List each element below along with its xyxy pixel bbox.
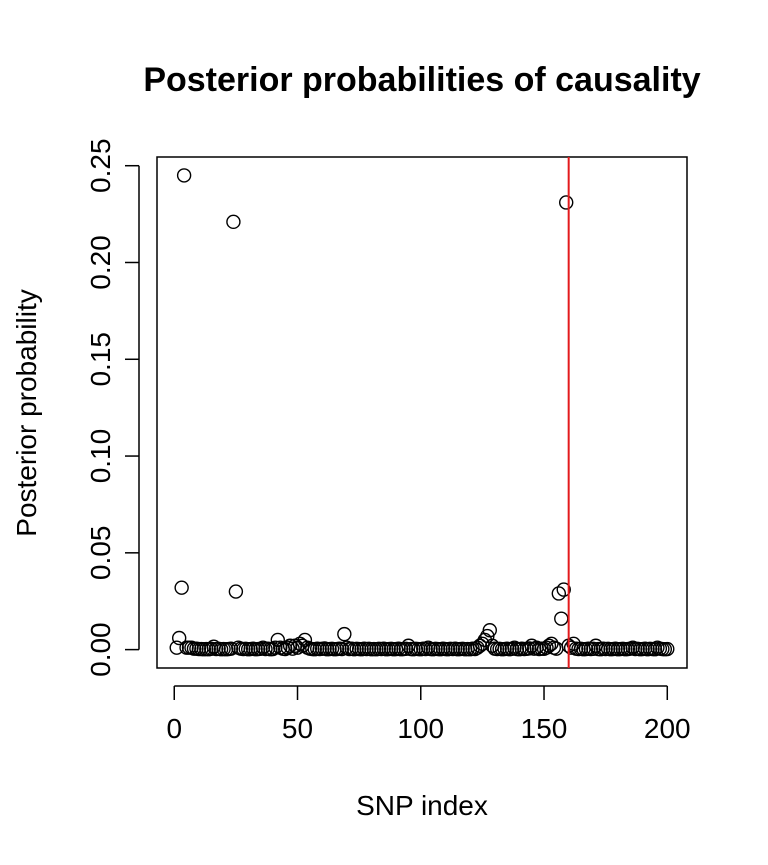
y-tick-label: 0.25 <box>85 138 116 193</box>
data-point <box>270 632 285 648</box>
x-tick-label: 200 <box>644 713 691 744</box>
data-point <box>297 632 313 648</box>
data-point <box>482 623 497 638</box>
y-tick-label: 0.20 <box>85 235 116 290</box>
data-point <box>285 641 300 656</box>
data-point <box>228 584 244 599</box>
y-tick-label: 0.05 <box>85 526 116 581</box>
data-point <box>226 214 241 230</box>
data-point <box>539 640 554 655</box>
y-tick-label: 0.00 <box>85 622 116 677</box>
data-point <box>559 195 574 210</box>
data-point <box>554 611 569 626</box>
data-point <box>556 582 571 597</box>
data-point <box>171 630 187 646</box>
data-point <box>475 636 490 652</box>
chart-title: Posterior probabilities of causality <box>143 61 700 99</box>
data-point <box>551 586 567 601</box>
x-tick-label: 0 <box>166 713 182 744</box>
x-tick-label: 100 <box>397 713 444 744</box>
data-point <box>337 626 352 642</box>
data-points <box>169 168 675 657</box>
y-axis: 0.00 0.05 0.10 0.15 0.20 0.25 <box>85 138 140 677</box>
x-axis-label: SNP index <box>356 790 488 821</box>
data-point <box>544 636 559 652</box>
x-tick-label: 50 <box>282 713 313 744</box>
plot-frame <box>156 156 688 669</box>
data-point <box>176 168 192 183</box>
y-axis-label: Posterior probability <box>11 289 42 536</box>
data-point <box>470 640 485 655</box>
data-point <box>174 580 189 595</box>
data-point <box>660 641 675 657</box>
x-axis: 0 50 100 150 200 <box>166 685 691 744</box>
y-tick-label: 0.10 <box>85 429 116 484</box>
x-tick-label: 150 <box>521 713 568 744</box>
y-tick-label: 0.15 <box>85 332 116 387</box>
